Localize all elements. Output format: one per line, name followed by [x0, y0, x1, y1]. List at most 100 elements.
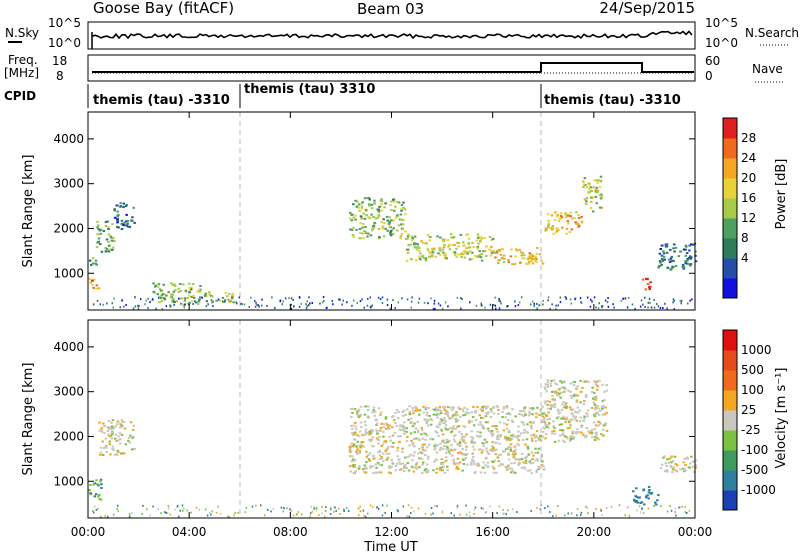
- velocity-cell: [457, 462, 460, 465]
- power-cell: [137, 307, 140, 310]
- power-cell: [439, 236, 442, 239]
- velocity-cell: [438, 406, 442, 409]
- velocity-cell: [551, 394, 554, 397]
- velocity-cell: [420, 433, 423, 436]
- velocity-cell: [504, 435, 507, 438]
- power-cell: [660, 244, 664, 247]
- power-cell: [271, 296, 273, 299]
- velocity-cell: [587, 430, 590, 433]
- velocity-cell: [648, 489, 651, 491]
- velocity-cell: [591, 407, 594, 409]
- velocity-cell: [455, 411, 458, 414]
- power-cell: [378, 206, 381, 208]
- power-cell: [155, 307, 157, 310]
- velocity-cell: [399, 425, 402, 428]
- power-cell: [585, 197, 589, 200]
- velocity-cell: [367, 512, 369, 515]
- velocity-cell: [510, 471, 513, 474]
- velocity-cell: [89, 492, 92, 495]
- velocity-cell: [407, 418, 410, 421]
- power-cell: [193, 296, 196, 299]
- power-cell: [434, 307, 436, 310]
- velocity-cell: [103, 446, 106, 449]
- velocity-cell: [504, 448, 508, 451]
- power-cell: [547, 299, 549, 302]
- velocity-cell: [382, 452, 385, 455]
- power-cell: [582, 183, 586, 186]
- velocity-cell: [352, 444, 355, 447]
- power-cell: [506, 305, 508, 308]
- velocity-cell: [671, 468, 675, 471]
- velocity-cell: [412, 412, 415, 415]
- velocity-cell: [663, 455, 666, 458]
- velocity-cell: [511, 508, 514, 511]
- velocity-cell: [546, 403, 550, 406]
- power-cell: [158, 288, 162, 291]
- velocity-cell: [543, 468, 546, 471]
- power-cell: [483, 250, 487, 252]
- power-cell: [437, 302, 440, 305]
- velocity-cell: [456, 413, 459, 416]
- velocity-cell: [376, 432, 379, 435]
- velocity-cell: [324, 510, 327, 512]
- velocity-cell: [384, 511, 386, 514]
- velocity-cell: [149, 514, 151, 517]
- velocity-cell: [593, 413, 596, 416]
- power-cell: [362, 236, 365, 239]
- velocity-cell: [538, 438, 541, 441]
- power-cell: [410, 306, 412, 309]
- velocity-cell: [351, 455, 354, 458]
- velocity-cell: [363, 514, 365, 517]
- velocity-cell: [325, 506, 327, 509]
- velocity-cell: [552, 404, 556, 406]
- velocity-cell: [412, 470, 416, 473]
- velocity-cell: [446, 414, 450, 417]
- velocity-cell: [634, 495, 637, 498]
- velocity-cell: [568, 439, 572, 442]
- velocity-cell: [348, 455, 352, 458]
- velocity-cell: [553, 429, 556, 432]
- colorbar-tick-label: -25: [741, 423, 761, 437]
- velocity-cell: [394, 465, 398, 467]
- power-cell: [160, 297, 163, 300]
- velocity-cell: [507, 429, 511, 432]
- velocity-cell: [414, 465, 418, 468]
- velocity-cell: [351, 458, 355, 461]
- velocity-cell: [356, 434, 359, 437]
- velocity-cell: [88, 489, 91, 492]
- power-cell: [585, 186, 589, 189]
- velocity-cell: [510, 419, 514, 422]
- power-cell: [182, 283, 185, 286]
- power-cell: [406, 298, 409, 301]
- power-cell: [567, 222, 570, 225]
- velocity-cell: [410, 417, 413, 420]
- power-cell: [422, 242, 425, 244]
- velocity-cell: [480, 451, 484, 454]
- velocity-cell: [502, 407, 506, 410]
- power-cell: [577, 225, 580, 228]
- power-cell: [171, 300, 174, 303]
- y-tick-label: 3000: [53, 385, 84, 399]
- velocity-cell: [497, 438, 500, 441]
- velocity-cell: [373, 414, 376, 417]
- velocity-cell: [603, 413, 606, 416]
- power-cell: [429, 236, 433, 238]
- velocity-cell: [450, 406, 453, 409]
- velocity-cell: [645, 495, 648, 498]
- velocity-cell: [513, 445, 517, 448]
- power-cell: [406, 235, 410, 238]
- velocity-cell: [396, 509, 399, 512]
- velocity-cell: [633, 498, 636, 501]
- velocity-cell: [402, 414, 405, 417]
- power-cell: [672, 301, 674, 304]
- velocity-cell: [506, 427, 509, 430]
- power-cell: [533, 259, 537, 262]
- velocity-cell: [104, 425, 107, 428]
- power-cell: [325, 307, 328, 309]
- velocity-cell: [452, 435, 456, 438]
- velocity-cell: [89, 483, 92, 486]
- power-cell: [377, 210, 381, 213]
- velocity-cell: [508, 445, 511, 448]
- velocity-cell: [357, 409, 360, 412]
- power-cell: [133, 221, 136, 224]
